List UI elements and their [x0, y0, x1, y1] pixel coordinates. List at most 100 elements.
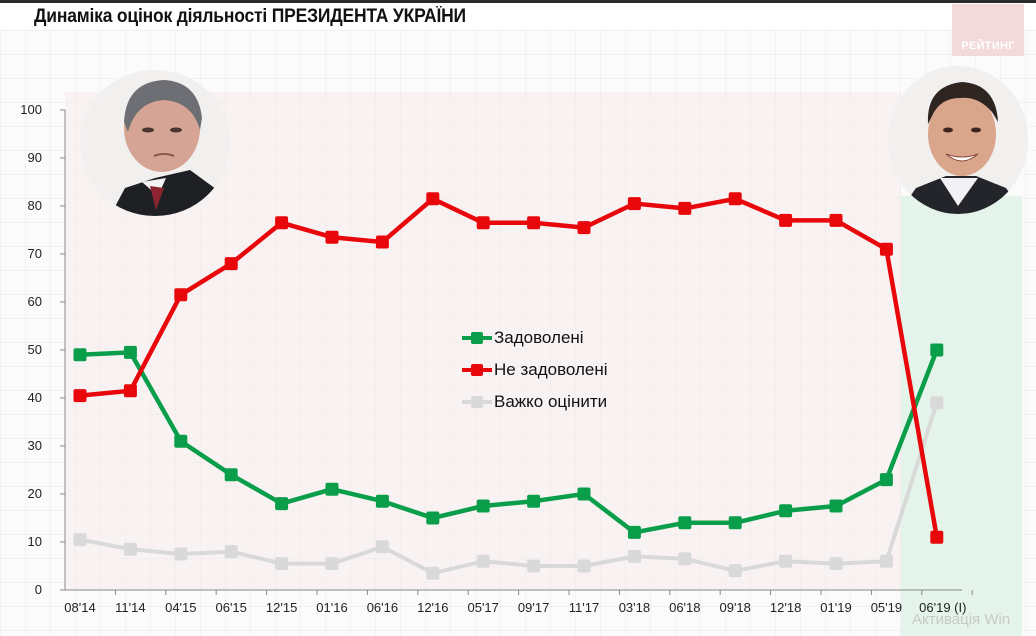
data-point-marker [930, 343, 944, 357]
data-point-marker [325, 557, 339, 571]
y-tick-label: 20 [27, 486, 42, 501]
series-line [73, 343, 944, 539]
data-point-marker [426, 511, 440, 525]
x-tick-label: 11'17 [568, 600, 600, 615]
data-point-marker [224, 468, 238, 482]
data-point-marker [275, 557, 289, 571]
data-point-marker [325, 482, 339, 496]
data-point-marker [123, 345, 137, 359]
data-point-marker [174, 434, 188, 448]
data-point-marker [678, 201, 692, 215]
data-point-marker [879, 473, 893, 487]
data-point-marker [527, 494, 541, 508]
brand-text: РЕЙТИНГ [961, 40, 1015, 52]
data-point-marker [325, 230, 339, 244]
data-point-marker [123, 384, 137, 398]
y-tick-label: 60 [27, 294, 42, 309]
y-tick-label: 40 [27, 390, 42, 405]
data-point-marker [224, 545, 238, 559]
person-photo-icon [80, 70, 230, 216]
y-tick-label: 30 [27, 438, 42, 453]
y-tick-label: 0 [34, 582, 42, 597]
data-point-marker [829, 213, 843, 227]
data-point-marker [527, 559, 541, 573]
y-tick-label: 90 [27, 150, 42, 165]
y-tick-label: 70 [27, 246, 42, 261]
data-point-marker [476, 216, 490, 230]
data-point-marker [930, 396, 944, 410]
data-point-marker [779, 504, 793, 518]
data-point-marker [577, 221, 591, 235]
data-point-marker [930, 530, 944, 544]
gray-line-marker-icon [462, 394, 492, 410]
legend-label: Задоволені [494, 328, 584, 347]
legend-item-not-satisfied: Не задоволені [462, 354, 608, 386]
x-tick-label: 11'14 [115, 600, 146, 615]
data-point-marker [678, 516, 692, 530]
series-line [73, 192, 944, 544]
data-point-marker [627, 525, 641, 539]
data-point-marker [73, 348, 87, 362]
legend-item-hard-to-say: Важко оцінити [462, 386, 608, 418]
x-tick-label: 06'15 [215, 600, 247, 615]
x-tick-label: 06'16 [366, 600, 399, 615]
data-point-marker [174, 547, 188, 561]
data-point-marker [879, 242, 893, 256]
x-tick-label: 12'18 [769, 600, 802, 615]
data-point-marker [73, 533, 87, 547]
green-line-marker-icon [462, 330, 492, 346]
y-tick-label: 10 [27, 534, 42, 549]
data-point-marker [829, 557, 843, 571]
data-point-marker [426, 566, 440, 580]
data-point-marker [375, 235, 389, 249]
x-tick-label: 12'15 [265, 600, 298, 615]
data-point-marker [73, 389, 87, 403]
data-point-marker [275, 497, 289, 511]
legend: Задоволені Не задоволені Важко оцінити [462, 322, 608, 418]
data-point-marker [728, 564, 742, 578]
data-point-marker [728, 516, 742, 530]
data-point-marker [678, 552, 692, 566]
left-portrait [80, 70, 230, 216]
data-point-marker [879, 554, 893, 568]
data-point-marker [527, 216, 541, 230]
data-point-marker [375, 494, 389, 508]
x-tick-label: 06'18 [669, 600, 701, 615]
brand-logo: РЕЙТИНГ [952, 4, 1024, 56]
x-tick-label: 08'14 [64, 600, 96, 615]
red-line-marker-icon [462, 362, 492, 378]
data-point-marker [476, 554, 490, 568]
data-point-marker [728, 192, 742, 206]
x-tick-label: 01'16 [316, 600, 348, 615]
axes [60, 109, 973, 595]
legend-item-satisfied: Задоволені [462, 322, 608, 354]
data-point-marker [829, 499, 843, 513]
data-point-marker [123, 542, 137, 556]
x-tick-label: 09'17 [517, 600, 550, 615]
x-tick-label: 09'18 [719, 600, 751, 615]
data-point-marker [275, 216, 289, 230]
activation-watermark: Активація Win [912, 611, 1011, 628]
background-grid [0, 30, 1036, 636]
data-point-marker [375, 540, 389, 554]
data-point-marker [627, 549, 641, 563]
chart-title: Динаміка оцінок діяльності ПРЕЗИДЕНТА УК… [34, 6, 466, 27]
x-tick-label: 05'19 [870, 600, 903, 615]
data-point-marker [577, 487, 591, 501]
legend-label: Важко оцінити [494, 392, 608, 411]
y-tick-label: 100 [20, 102, 42, 117]
x-tick-label: 01'19 [820, 600, 852, 615]
legend-label: Не задоволені [494, 360, 608, 379]
highlight-zone [901, 196, 1022, 636]
person-photo-icon [888, 66, 1028, 214]
x-tick-label: 04'15 [165, 600, 197, 615]
data-point-marker [426, 192, 440, 206]
data-point-marker [779, 213, 793, 227]
x-tick-label: 12'16 [417, 600, 449, 615]
data-point-marker [577, 559, 591, 573]
series-line [73, 396, 944, 580]
data-point-marker [476, 499, 490, 513]
data-point-marker [224, 257, 238, 271]
x-tick-label: 05'17 [467, 600, 499, 615]
